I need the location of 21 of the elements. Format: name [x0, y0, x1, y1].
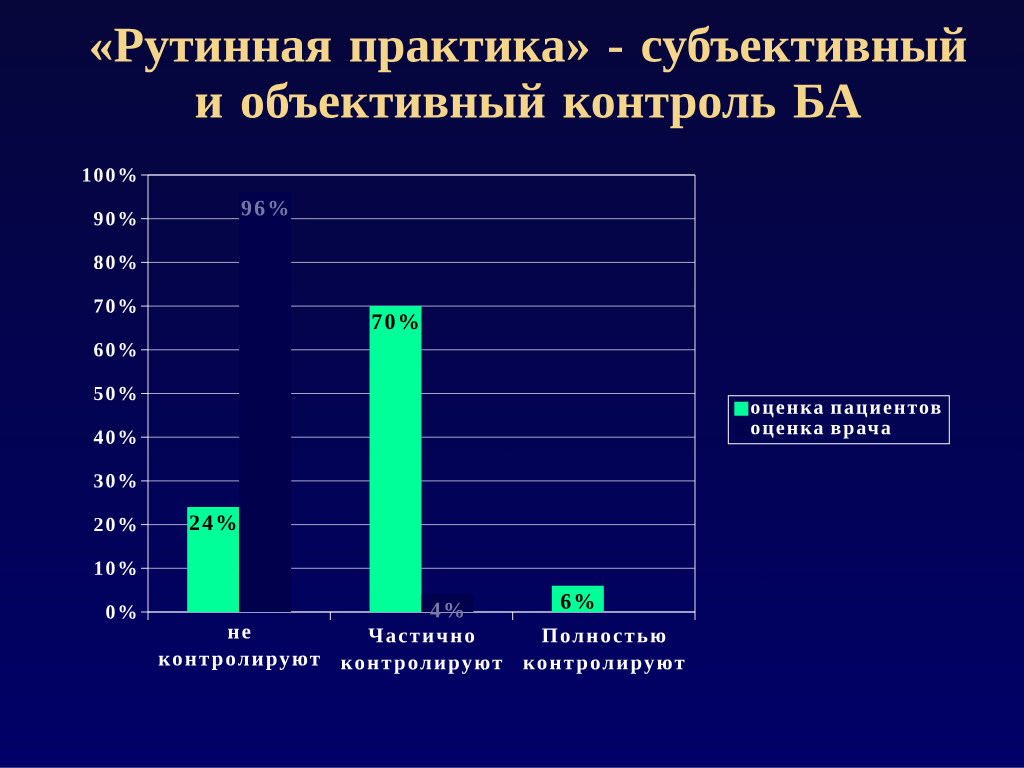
y-tick-label: 80%: [94, 255, 136, 270]
y-tick-label: 10%: [95, 561, 136, 576]
legend-label: оценка пациентов: [751, 404, 941, 418]
data-label: 70%: [372, 314, 418, 330]
chart-title: «Рутинная практика» - субъективный и объективный контроль БА: [91, 25, 967, 129]
x-tick-label: Частично контролируют: [341, 628, 503, 674]
y-tick-label: 100%: [83, 168, 136, 182]
y-tick-label: 20%: [94, 517, 136, 532]
legend-label: оценка врача: [751, 424, 891, 439]
y-tick-label: 40%: [93, 430, 136, 444]
x-tick-label: Полностью контролируют: [523, 628, 685, 674]
y-tick-label: 60%: [94, 343, 136, 357]
data-label: 24%: [189, 515, 236, 531]
y-tick-label: 70%: [94, 299, 136, 313]
x-tick-label: не контролируют: [158, 628, 320, 670]
data-label: 6%: [561, 593, 594, 609]
data-label: 96%: [241, 200, 288, 216]
y-tick-label: 90%: [94, 211, 136, 226]
y-tick-label: 0%: [106, 605, 136, 619]
y-tick-label: 30%: [94, 474, 136, 488]
y-tick-label: 50%: [94, 386, 136, 401]
